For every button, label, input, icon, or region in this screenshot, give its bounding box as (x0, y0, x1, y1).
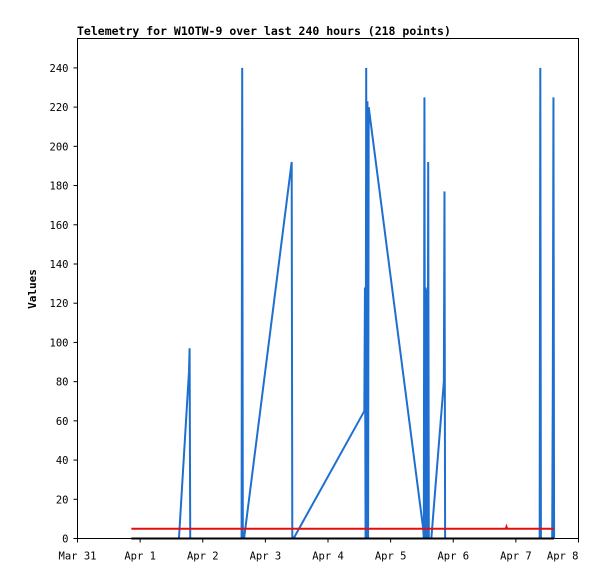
x-tick-label: Apr 4 (312, 551, 344, 563)
y-axis: 0 20 40 60 80 100 120 140 160 180 200 220 240 (50, 63, 78, 546)
plot-area (77, 38, 579, 539)
x-tick-label: Apr 5 (375, 551, 407, 563)
y-tick-label: 200 (50, 141, 69, 153)
series-1-line (131, 67, 556, 540)
x-tick-label: Apr 2 (187, 551, 219, 563)
y-tick-label: 180 (50, 181, 69, 193)
y-tick-label: 60 (56, 416, 69, 428)
x-tick-label: Mar 31 (59, 551, 97, 563)
series-layer (131, 67, 556, 540)
y-tick-label: 240 (50, 63, 69, 75)
y-tick-label: 120 (50, 298, 69, 310)
y-tick-label: 80 (56, 377, 69, 389)
y-tick-label: 160 (50, 220, 69, 232)
y-tick-label: 20 (56, 494, 69, 506)
y-tick-label: 140 (50, 259, 69, 271)
x-tick-label: Apr 1 (124, 551, 156, 563)
x-tick-label: Apr 7 (500, 551, 532, 563)
y-tick-label: 0 (62, 534, 68, 546)
x-tick-label: Apr 6 (437, 551, 469, 563)
series-2-line (131, 523, 555, 530)
y-tick-label: 100 (50, 337, 69, 349)
y-tick-label: 220 (50, 102, 69, 114)
y-tick-label: 40 (56, 455, 69, 467)
x-tick-label: Apr 8 (547, 551, 579, 563)
x-axis: Mar 31 Apr 1 Apr 2 Apr 3 Apr 4 Apr 5 Apr 6 Apr … (59, 538, 579, 563)
x-tick-label: Apr 3 (250, 551, 282, 563)
y-axis-label: Values (26, 269, 39, 309)
chart-title: Telemetry for W1OTW-9 over last 240 hour… (77, 24, 451, 38)
